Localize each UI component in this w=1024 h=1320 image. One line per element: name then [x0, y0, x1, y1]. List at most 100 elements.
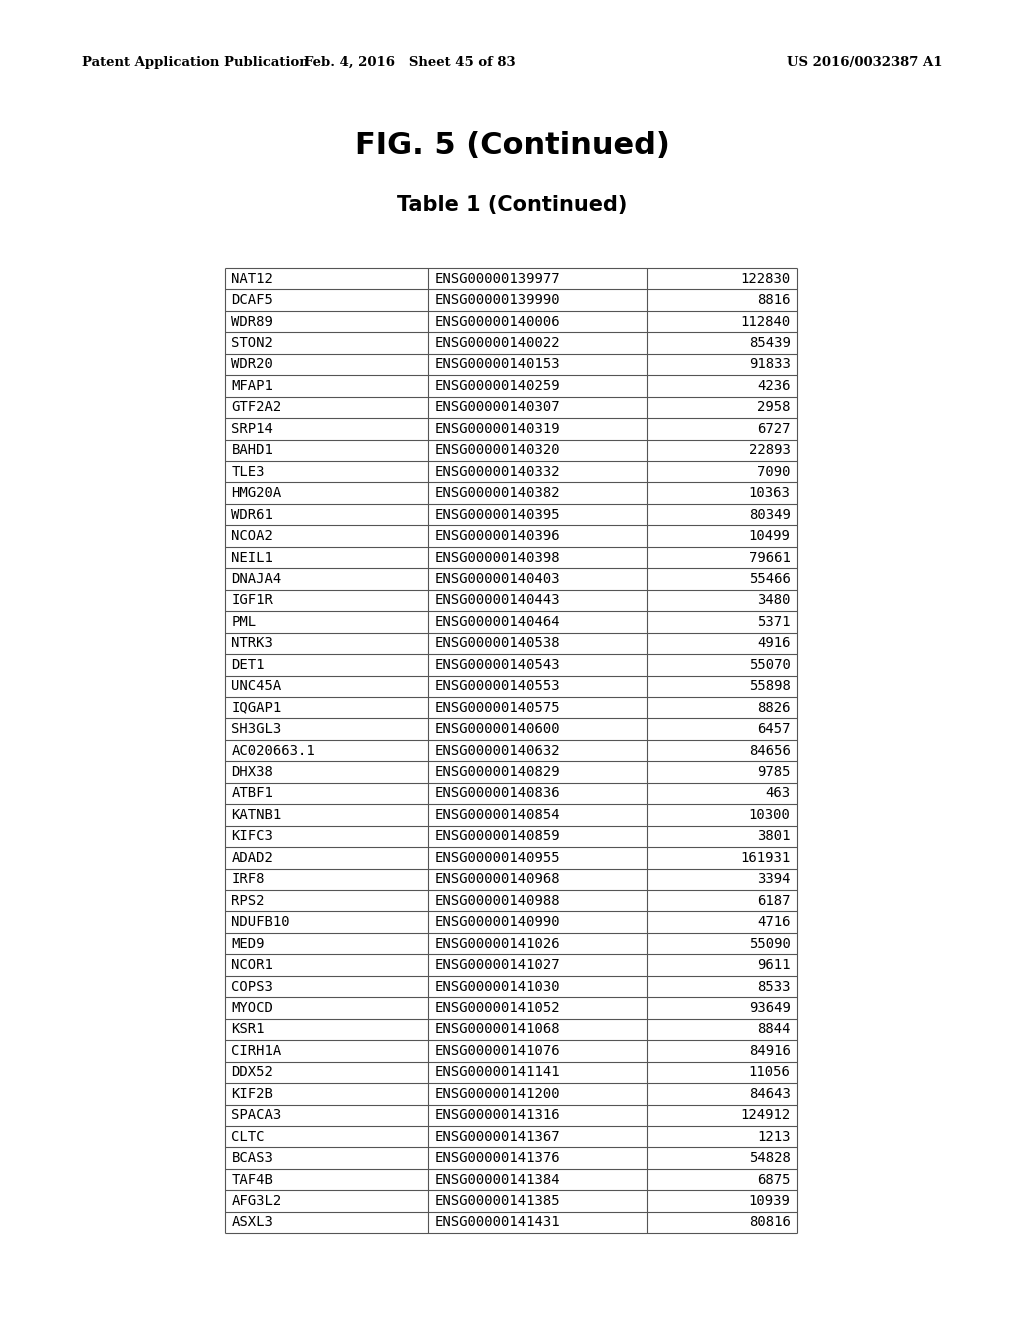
Text: NCOA2: NCOA2: [231, 529, 273, 543]
Text: IRF8: IRF8: [231, 873, 265, 886]
Text: ENSG00000140829: ENSG00000140829: [434, 766, 560, 779]
Text: ENSG00000140382: ENSG00000140382: [434, 486, 560, 500]
Text: 8844: 8844: [757, 1023, 791, 1036]
Text: WDR61: WDR61: [231, 508, 273, 521]
Text: SPACA3: SPACA3: [231, 1109, 282, 1122]
Text: 6875: 6875: [757, 1172, 791, 1187]
Text: 9785: 9785: [757, 766, 791, 779]
Text: NTRK3: NTRK3: [231, 636, 273, 651]
Text: ENSG00000141141: ENSG00000141141: [434, 1065, 560, 1080]
Text: ENSG00000141376: ENSG00000141376: [434, 1151, 560, 1166]
Text: 8826: 8826: [757, 701, 791, 714]
Text: TAF4B: TAF4B: [231, 1172, 273, 1187]
Text: KSR1: KSR1: [231, 1023, 265, 1036]
Text: ENSG00000140854: ENSG00000140854: [434, 808, 560, 822]
Text: 84643: 84643: [749, 1086, 791, 1101]
Text: HMG20A: HMG20A: [231, 486, 282, 500]
Text: 79661: 79661: [749, 550, 791, 565]
Text: 7090: 7090: [757, 465, 791, 479]
Text: NDUFB10: NDUFB10: [231, 915, 290, 929]
Text: Patent Application Publication: Patent Application Publication: [82, 55, 308, 69]
Text: KIFC3: KIFC3: [231, 829, 273, 843]
Text: ENSG00000140543: ENSG00000140543: [434, 657, 560, 672]
Text: 9611: 9611: [757, 958, 791, 972]
Text: DCAF5: DCAF5: [231, 293, 273, 308]
Text: WDR89: WDR89: [231, 314, 273, 329]
Text: NAT12: NAT12: [231, 272, 273, 285]
Text: ENSG00000140859: ENSG00000140859: [434, 829, 560, 843]
Text: ENSG00000141385: ENSG00000141385: [434, 1195, 560, 1208]
Text: DET1: DET1: [231, 657, 265, 672]
Text: 4716: 4716: [757, 915, 791, 929]
Text: 91833: 91833: [749, 358, 791, 371]
Text: 22893: 22893: [749, 444, 791, 457]
Text: DHX38: DHX38: [231, 766, 273, 779]
Text: CIRH1A: CIRH1A: [231, 1044, 282, 1057]
Text: 84916: 84916: [749, 1044, 791, 1057]
Text: GTF2A2: GTF2A2: [231, 400, 282, 414]
Text: ENSG00000140836: ENSG00000140836: [434, 787, 560, 800]
Text: ENSG00000140600: ENSG00000140600: [434, 722, 560, 737]
Text: ENSG00000140259: ENSG00000140259: [434, 379, 560, 393]
Text: 84656: 84656: [749, 743, 791, 758]
Text: PML: PML: [231, 615, 257, 628]
Text: ENSG00000141316: ENSG00000141316: [434, 1109, 560, 1122]
Text: ENSG00000140553: ENSG00000140553: [434, 680, 560, 693]
Text: AFG3L2: AFG3L2: [231, 1195, 282, 1208]
Text: ENSG00000140320: ENSG00000140320: [434, 444, 560, 457]
Text: ENSG00000140332: ENSG00000140332: [434, 465, 560, 479]
Text: ENSG00000140988: ENSG00000140988: [434, 894, 560, 908]
Text: ENSG00000140398: ENSG00000140398: [434, 550, 560, 565]
Text: BAHD1: BAHD1: [231, 444, 273, 457]
Text: ENSG00000141076: ENSG00000141076: [434, 1044, 560, 1057]
Text: CLTC: CLTC: [231, 1130, 265, 1143]
Text: 80349: 80349: [749, 508, 791, 521]
Text: NCOR1: NCOR1: [231, 958, 273, 972]
Text: ADAD2: ADAD2: [231, 851, 273, 865]
Text: MED9: MED9: [231, 937, 265, 950]
Text: 10939: 10939: [749, 1195, 791, 1208]
Text: 10499: 10499: [749, 529, 791, 543]
Text: US 2016/0032387 A1: US 2016/0032387 A1: [786, 55, 942, 69]
Text: ENSG00000141027: ENSG00000141027: [434, 958, 560, 972]
Text: ENSG00000140443: ENSG00000140443: [434, 594, 560, 607]
Text: ENSG00000141052: ENSG00000141052: [434, 1001, 560, 1015]
Text: ENSG00000139990: ENSG00000139990: [434, 293, 560, 308]
Text: KIF2B: KIF2B: [231, 1086, 273, 1101]
Text: ENSG00000140464: ENSG00000140464: [434, 615, 560, 628]
Text: 161931: 161931: [740, 851, 791, 865]
Text: ENSG00000140006: ENSG00000140006: [434, 314, 560, 329]
Text: 8533: 8533: [757, 979, 791, 994]
Text: 54828: 54828: [749, 1151, 791, 1166]
Text: ENSG00000140575: ENSG00000140575: [434, 701, 560, 714]
Text: 10363: 10363: [749, 486, 791, 500]
Text: RPS2: RPS2: [231, 894, 265, 908]
Text: 11056: 11056: [749, 1065, 791, 1080]
Text: 10300: 10300: [749, 808, 791, 822]
Text: ENSG00000141367: ENSG00000141367: [434, 1130, 560, 1143]
Text: ENSG00000140632: ENSG00000140632: [434, 743, 560, 758]
Text: 93649: 93649: [749, 1001, 791, 1015]
Text: ENSG00000140538: ENSG00000140538: [434, 636, 560, 651]
Text: 124912: 124912: [740, 1109, 791, 1122]
Text: 55090: 55090: [749, 937, 791, 950]
Text: ENSG00000141384: ENSG00000141384: [434, 1172, 560, 1187]
Text: 4236: 4236: [757, 379, 791, 393]
Text: 6457: 6457: [757, 722, 791, 737]
Text: ENSG00000141026: ENSG00000141026: [434, 937, 560, 950]
Text: BCAS3: BCAS3: [231, 1151, 273, 1166]
Text: FIG. 5 (Continued): FIG. 5 (Continued): [354, 131, 670, 160]
Text: AC020663.1: AC020663.1: [231, 743, 315, 758]
Text: 463: 463: [765, 787, 791, 800]
Text: 2958: 2958: [757, 400, 791, 414]
Text: 112840: 112840: [740, 314, 791, 329]
Text: ENSG00000141431: ENSG00000141431: [434, 1216, 560, 1229]
Text: ENSG00000140307: ENSG00000140307: [434, 400, 560, 414]
Text: 85439: 85439: [749, 337, 791, 350]
Text: SH3GL3: SH3GL3: [231, 722, 282, 737]
Text: TLE3: TLE3: [231, 465, 265, 479]
Text: ENSG00000140955: ENSG00000140955: [434, 851, 560, 865]
Text: STON2: STON2: [231, 337, 273, 350]
Text: 5371: 5371: [757, 615, 791, 628]
Text: ENSG00000140319: ENSG00000140319: [434, 422, 560, 436]
